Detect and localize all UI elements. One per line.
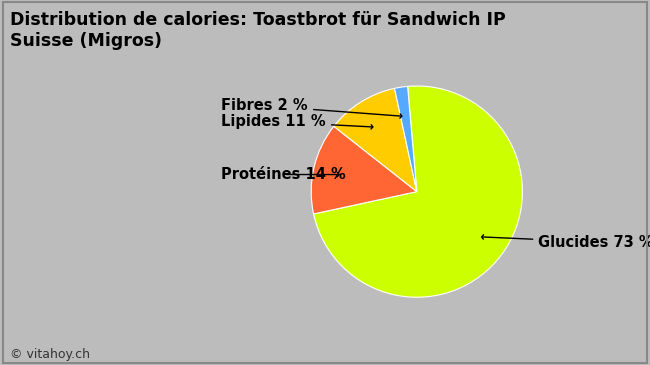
Text: © vitahoy.ch: © vitahoy.ch bbox=[10, 348, 90, 361]
Text: Protéines 14 %: Protéines 14 % bbox=[222, 167, 346, 182]
Text: Lipides 11 %: Lipides 11 % bbox=[222, 114, 373, 129]
Wedge shape bbox=[395, 87, 417, 192]
Wedge shape bbox=[311, 126, 417, 214]
Text: Distribution de calories: Toastbrot für Sandwich IP
Suisse (Migros): Distribution de calories: Toastbrot für … bbox=[10, 11, 506, 50]
Wedge shape bbox=[334, 88, 417, 192]
Text: Glucides 73 %: Glucides 73 % bbox=[482, 235, 650, 250]
Wedge shape bbox=[313, 86, 523, 297]
Text: Fibres 2 %: Fibres 2 % bbox=[222, 99, 402, 118]
